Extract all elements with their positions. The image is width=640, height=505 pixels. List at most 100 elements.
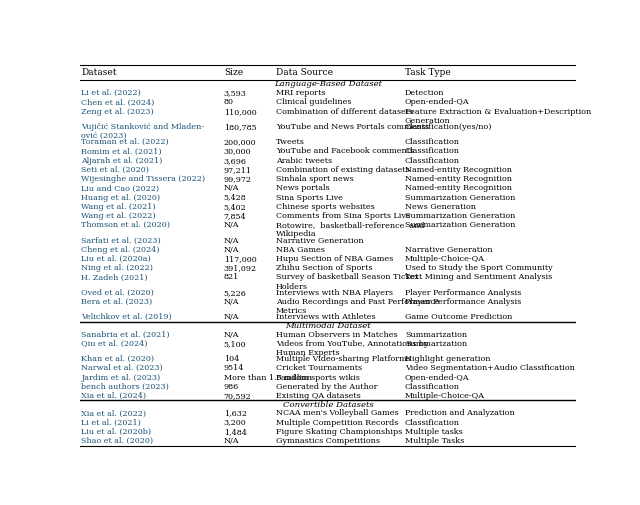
Text: Shao et al. (2020): Shao et al. (2020) bbox=[81, 437, 154, 445]
Text: Summarization Generation: Summarization Generation bbox=[405, 212, 515, 220]
Text: Narwal et al. (2023): Narwal et al. (2023) bbox=[81, 364, 163, 372]
Text: Toraman et al. (2022): Toraman et al. (2022) bbox=[81, 138, 169, 146]
Text: Multiple Competition Records: Multiple Competition Records bbox=[276, 419, 398, 427]
Text: N/A: N/A bbox=[224, 331, 239, 338]
Text: Player Performance Analysis: Player Performance Analysis bbox=[405, 298, 521, 306]
Text: Highlight generation: Highlight generation bbox=[405, 355, 490, 363]
Text: Rotowire,  basketball-reference  and
Wikipedia: Rotowire, basketball-reference and Wikip… bbox=[276, 221, 424, 238]
Text: Seti et al. (2020): Seti et al. (2020) bbox=[81, 166, 150, 174]
Text: Survey of basketball Season Ticket
Holders: Survey of basketball Season Ticket Holde… bbox=[276, 274, 419, 291]
Text: Videos from YouTube, Annotations by
Human Experts: Videos from YouTube, Annotations by Huma… bbox=[276, 340, 428, 357]
Text: N/A: N/A bbox=[224, 236, 239, 244]
Text: 80: 80 bbox=[224, 98, 234, 107]
Text: Game Outcome Prediction: Game Outcome Prediction bbox=[405, 313, 512, 321]
Text: 7,854: 7,854 bbox=[224, 212, 246, 220]
Text: Multiple tasks: Multiple tasks bbox=[405, 428, 463, 436]
Text: YouTube and News Portals comments: YouTube and News Portals comments bbox=[276, 123, 429, 131]
Text: Oved et al. (2020): Oved et al. (2020) bbox=[81, 289, 154, 297]
Text: Gymnastics Competitions: Gymnastics Competitions bbox=[276, 437, 380, 445]
Text: Clinical guidelines: Clinical guidelines bbox=[276, 98, 351, 107]
Text: Liu and Cao (2022): Liu and Cao (2022) bbox=[81, 184, 159, 192]
Text: Li et al. (2022): Li et al. (2022) bbox=[81, 89, 141, 97]
Text: Velichkov et al. (2019): Velichkov et al. (2019) bbox=[81, 313, 172, 321]
Text: Multiple Video-sharing Platforms: Multiple Video-sharing Platforms bbox=[276, 355, 411, 363]
Text: News Generation: News Generation bbox=[405, 203, 476, 211]
Text: 104: 104 bbox=[224, 355, 239, 363]
Text: 3,696: 3,696 bbox=[224, 157, 247, 165]
Text: Player Performance Analysis: Player Performance Analysis bbox=[405, 289, 521, 297]
Text: 1,484: 1,484 bbox=[224, 428, 246, 436]
Text: Aljarah et al. (2021): Aljarah et al. (2021) bbox=[81, 157, 163, 165]
Text: 97,211: 97,211 bbox=[224, 166, 252, 174]
Text: Classification: Classification bbox=[405, 157, 460, 165]
Text: Classification: Classification bbox=[405, 383, 460, 391]
Text: Wijesinghe and Tissera (2022): Wijesinghe and Tissera (2022) bbox=[81, 175, 205, 183]
Text: Summarization Generation: Summarization Generation bbox=[405, 221, 515, 229]
Text: N/A: N/A bbox=[224, 184, 239, 192]
Text: Liu et al. (2020a): Liu et al. (2020a) bbox=[81, 255, 151, 263]
Text: Arabic tweets: Arabic tweets bbox=[276, 157, 332, 165]
Text: Video Segmentation+Audio Classification: Video Segmentation+Audio Classification bbox=[405, 364, 575, 372]
Text: N/A: N/A bbox=[224, 437, 239, 445]
Text: Li et al. (2021): Li et al. (2021) bbox=[81, 419, 141, 427]
Text: Multimodal Dataset: Multimodal Dataset bbox=[285, 322, 371, 330]
Text: 9514: 9514 bbox=[224, 364, 244, 372]
Text: 5,226: 5,226 bbox=[224, 289, 246, 297]
Text: Sanabria et al. (2021): Sanabria et al. (2021) bbox=[81, 331, 170, 338]
Text: Bera et al. (2023): Bera et al. (2023) bbox=[81, 298, 153, 306]
Text: Human Observers in Matches: Human Observers in Matches bbox=[276, 331, 397, 338]
Text: N/A: N/A bbox=[224, 298, 239, 306]
Text: Wang et al. (2022): Wang et al. (2022) bbox=[81, 212, 156, 220]
Text: YouTube and Facebook comments: YouTube and Facebook comments bbox=[276, 147, 414, 156]
Text: Narrative Generation: Narrative Generation bbox=[405, 246, 493, 254]
Text: Classification: Classification bbox=[405, 138, 460, 146]
Text: Interviews with Athletes: Interviews with Athletes bbox=[276, 313, 376, 321]
Text: Zeng et al. (2023): Zeng et al. (2023) bbox=[81, 108, 154, 116]
Text: Used to Study the Sport Community: Used to Study the Sport Community bbox=[405, 264, 552, 272]
Text: Named-entity Recognition: Named-entity Recognition bbox=[405, 166, 512, 174]
Text: Xia et al. (2024): Xia et al. (2024) bbox=[81, 392, 147, 400]
Text: Multiple Tasks: Multiple Tasks bbox=[405, 437, 464, 445]
Text: H. Zadeh (2021): H. Zadeh (2021) bbox=[81, 274, 148, 281]
Text: 821: 821 bbox=[224, 274, 239, 281]
Text: Ning et al. (2022): Ning et al. (2022) bbox=[81, 264, 154, 272]
Text: 70,592: 70,592 bbox=[224, 392, 252, 400]
Text: Romim et al. (2021): Romim et al. (2021) bbox=[81, 147, 162, 156]
Text: 200,000: 200,000 bbox=[224, 138, 257, 146]
Text: Wang et al. (2021): Wang et al. (2021) bbox=[81, 203, 156, 211]
Text: Prediction and Analyzation: Prediction and Analyzation bbox=[405, 410, 515, 418]
Text: Task Type: Task Type bbox=[405, 68, 451, 77]
Text: Cheng et al. (2024): Cheng et al. (2024) bbox=[81, 246, 160, 254]
Text: Open-ended-QA: Open-ended-QA bbox=[405, 98, 470, 107]
Text: Classification: Classification bbox=[405, 147, 460, 156]
Text: 5,402: 5,402 bbox=[224, 203, 246, 211]
Text: News portals: News portals bbox=[276, 184, 330, 192]
Text: Detection: Detection bbox=[405, 89, 444, 97]
Text: Combination of different datasets: Combination of different datasets bbox=[276, 108, 413, 116]
Text: Summarization: Summarization bbox=[405, 340, 467, 348]
Text: N/A: N/A bbox=[224, 246, 239, 254]
Text: Summarization: Summarization bbox=[405, 331, 467, 338]
Text: Multiple-Choice-QA: Multiple-Choice-QA bbox=[405, 255, 485, 263]
Text: 3,593: 3,593 bbox=[224, 89, 246, 97]
Text: Chinese sports websites: Chinese sports websites bbox=[276, 203, 374, 211]
Text: Named-entity Recognition: Named-entity Recognition bbox=[405, 184, 512, 192]
Text: 30,000: 30,000 bbox=[224, 147, 252, 156]
Text: N/A: N/A bbox=[224, 221, 239, 229]
Text: Language-Based Dataset: Language-Based Dataset bbox=[274, 80, 382, 88]
Text: Xia et al. (2022): Xia et al. (2022) bbox=[81, 410, 147, 418]
Text: Open-ended-QA: Open-ended-QA bbox=[405, 374, 470, 382]
Text: Convertible Datasets: Convertible Datasets bbox=[283, 400, 373, 409]
Text: Existing QA datasets: Existing QA datasets bbox=[276, 392, 361, 400]
Text: Sarfati et al. (2023): Sarfati et al. (2023) bbox=[81, 236, 161, 244]
Text: N/A: N/A bbox=[224, 313, 239, 321]
Text: Sinhala sport news: Sinhala sport news bbox=[276, 175, 354, 183]
Text: Khan et al. (2020): Khan et al. (2020) bbox=[81, 355, 155, 363]
Text: Combination of existing datasets: Combination of existing datasets bbox=[276, 166, 410, 174]
Text: Multiple-Choice-QA: Multiple-Choice-QA bbox=[405, 392, 485, 400]
Text: Liu et al. (2020b): Liu et al. (2020b) bbox=[81, 428, 152, 436]
Text: Sina Sports Live: Sina Sports Live bbox=[276, 193, 343, 201]
Text: Dataset: Dataset bbox=[81, 68, 117, 77]
Text: Classification(yes/no): Classification(yes/no) bbox=[405, 123, 492, 131]
Text: 391,092: 391,092 bbox=[224, 264, 257, 272]
